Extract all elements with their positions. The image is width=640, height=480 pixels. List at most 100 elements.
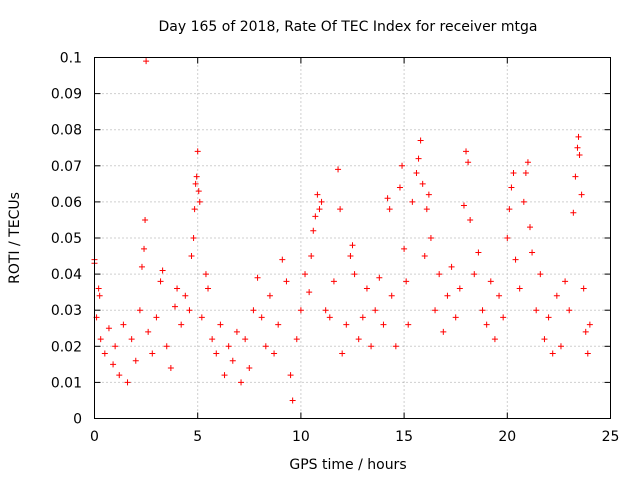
data-point [314,191,321,198]
data-point [318,198,325,205]
data-point [500,314,507,321]
data-point [575,133,582,140]
data-point [343,321,350,328]
data-point [178,321,185,328]
data-point [351,271,358,278]
y-tick-label: 0.06 [51,195,82,211]
data-point [233,328,240,335]
x-tick-label: 0 [90,429,99,445]
data-point [380,321,387,328]
data-point [297,307,304,314]
data-point [529,249,536,256]
data-point [128,336,135,343]
data-point [337,206,344,213]
data-point [440,328,447,335]
data-point [242,336,249,343]
data-point [302,271,309,278]
data-point [136,307,143,314]
data-point [250,307,257,314]
data-point [258,314,265,321]
data-point [413,170,420,177]
data-point [516,285,523,292]
data-point [392,343,399,350]
data-point [143,58,150,65]
x-tick-label: 25 [602,429,620,445]
data-point [427,235,434,241]
data-point [293,336,300,343]
data-point [465,159,472,166]
data-point [487,278,494,285]
plot-frame [94,57,611,419]
data-point [191,206,198,213]
data-point [409,198,416,205]
data-point [225,343,232,350]
data-point [520,198,527,205]
data-point [238,379,245,386]
data-point [275,321,282,328]
y-tick-label: 0.09 [51,87,82,103]
data-point [205,285,212,292]
data-point [157,278,164,285]
data-point [326,314,333,321]
data-point [95,285,102,292]
y-tick-label: 0 [73,412,82,428]
data-point [522,170,529,177]
data-point [308,253,315,260]
data-point [527,224,534,231]
data-point [491,336,498,343]
data-point [279,256,286,263]
data-point [194,148,201,155]
data-point [448,263,455,270]
data-point [101,350,108,357]
data-point [124,379,131,386]
data-point [254,274,261,281]
data-point [384,195,391,202]
data-point [141,245,148,252]
data-point [545,314,552,321]
data-point [479,307,486,314]
y-tick-label: 0.08 [51,123,82,139]
data-point [196,198,203,205]
data-point [512,256,519,263]
data-point [347,253,354,260]
data-point [182,292,189,299]
data-point [504,235,511,241]
data-points [91,58,593,404]
data-point [355,336,362,343]
data-point [510,170,517,177]
x-tick-labels: 0 5 10 15 20 25 [90,429,619,445]
data-point [467,216,474,223]
data-point [110,361,117,368]
data-point [186,307,193,314]
data-point [262,343,269,350]
y-tick-label: 0.01 [51,375,82,391]
data-point [188,253,195,260]
data-point [198,314,205,321]
data-point [419,180,426,187]
data-point [399,162,406,169]
data-point [456,285,463,292]
data-point [335,166,342,173]
data-point [192,180,199,187]
data-point [322,307,329,314]
data-point [209,336,216,343]
data-point [153,314,160,321]
y-tick-label: 0.02 [51,339,82,355]
data-point [553,292,560,299]
data-point [167,364,174,371]
data-point [483,321,490,328]
gridlines [94,57,611,419]
y-tick-label: 0.1 [60,51,82,67]
data-point [312,213,319,220]
data-point [132,357,139,364]
data-point [376,274,383,281]
data-point [496,292,503,299]
data-point [574,144,581,151]
data-point [576,151,583,158]
chart-title: Day 165 of 2018, Rate Of TEC Index for r… [159,19,538,35]
data-point [537,271,544,278]
x-tick-label: 5 [193,429,202,445]
data-point [105,325,112,332]
data-point [444,292,451,299]
data-point [572,173,579,180]
